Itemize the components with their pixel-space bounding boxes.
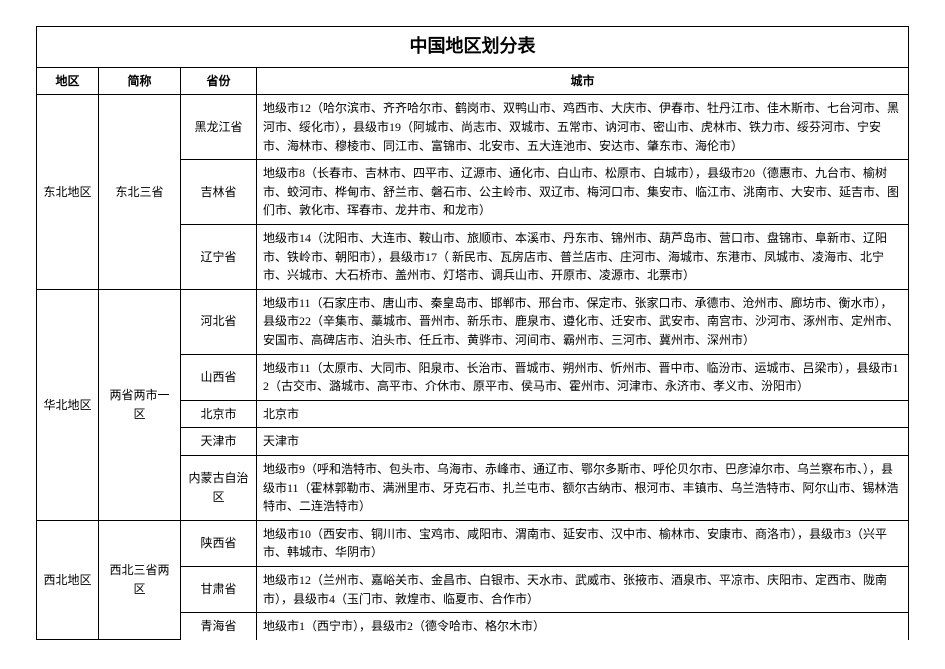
region-abbr: 东北三省 — [99, 95, 181, 289]
header-province: 省份 — [181, 67, 257, 95]
region-name: 西北地区 — [37, 520, 99, 639]
province-name: 青海省 — [181, 613, 257, 640]
header-row: 地区 简称 省份 城市 — [37, 67, 909, 95]
province-name: 黑龙江省 — [181, 95, 257, 160]
province-cities: 天津市 — [257, 428, 909, 456]
table-row: 西北地区 西北三省两区 陕西省 地级市10（西安市、铜川市、宝鸡市、咸阳市、渭南… — [37, 520, 909, 566]
province-name: 内蒙古自治区 — [181, 455, 257, 520]
province-name: 陕西省 — [181, 520, 257, 566]
province-cities: 地级市1（西宁市），县级市2（德令哈市、格尔木市） — [257, 613, 909, 640]
province-cities: 地级市12（兰州市、嘉峪关市、金昌市、白银市、天水市、武威市、张掖市、酒泉市、平… — [257, 566, 909, 612]
province-name: 甘肃省 — [181, 566, 257, 612]
province-name: 山西省 — [181, 354, 257, 400]
region-abbr: 两省两市一区 — [99, 289, 181, 520]
province-cities: 地级市14（沈阳市、大连市、鞍山市、旅顺市、本溪市、丹东市、锦州市、葫芦岛市、营… — [257, 225, 909, 290]
province-cities: 北京市 — [257, 400, 909, 428]
header-abbr: 简称 — [99, 67, 181, 95]
table-row: 华北地区 两省两市一区 河北省 地级市11（石家庄市、唐山市、秦皇岛市、邯郸市、… — [37, 289, 909, 354]
province-name: 北京市 — [181, 400, 257, 428]
province-cities: 地级市8（长春市、吉林市、四平市、辽源市、通化市、白山市、松原市、白城市），县级… — [257, 160, 909, 225]
region-abbr: 西北三省两区 — [99, 520, 181, 639]
province-cities: 地级市10（西安市、铜川市、宝鸡市、咸阳市、渭南市、延安市、汉中市、榆林市、安康… — [257, 520, 909, 566]
table-row: 东北地区 东北三省 黑龙江省 地级市12（哈尔滨市、齐齐哈尔市、鹤岗市、双鸭山市… — [37, 95, 909, 160]
region-name: 东北地区 — [37, 95, 99, 289]
province-name: 河北省 — [181, 289, 257, 354]
table-title: 中国地区划分表 — [37, 27, 909, 68]
title-row: 中国地区划分表 — [37, 27, 909, 68]
header-cities: 城市 — [257, 67, 909, 95]
province-cities: 地级市11（石家庄市、唐山市、秦皇岛市、邯郸市、邢台市、保定市、张家口市、承德市… — [257, 289, 909, 354]
province-name: 吉林省 — [181, 160, 257, 225]
province-name: 天津市 — [181, 428, 257, 456]
province-cities: 地级市9（呼和浩特市、包头市、乌海市、赤峰市、通辽市、鄂尔多斯市、呼伦贝尔市、巴… — [257, 455, 909, 520]
province-name: 辽宁省 — [181, 225, 257, 290]
region-name: 华北地区 — [37, 289, 99, 520]
province-cities: 地级市12（哈尔滨市、齐齐哈尔市、鹤岗市、双鸭山市、鸡西市、大庆市、伊春市、牡丹… — [257, 95, 909, 160]
regions-table: 中国地区划分表 地区 简称 省份 城市 东北地区 东北三省 黑龙江省 地级市12… — [36, 26, 909, 640]
header-region: 地区 — [37, 67, 99, 95]
province-cities: 地级市11（太原市、大同市、阳泉市、长治市、晋城市、朔州市、忻州市、晋中市、临汾… — [257, 354, 909, 400]
page: { "title": "中国地区划分表", "headers": { "regi… — [0, 0, 945, 666]
